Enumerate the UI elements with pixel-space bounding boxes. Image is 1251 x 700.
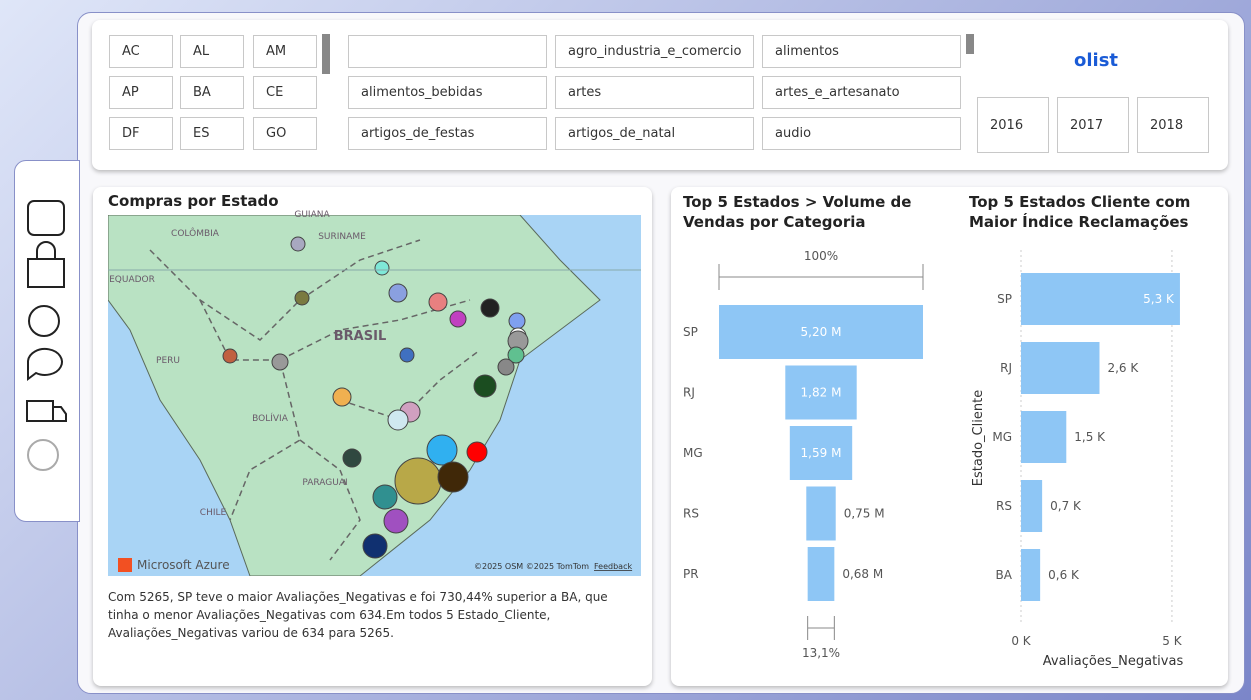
value-label: 5,3 K [1143,292,1175,306]
state-slicer-item[interactable]: AC [109,35,173,68]
funnel-bottom-label: 13,1% [802,646,840,660]
state-slicer-item[interactable]: AP [109,76,173,109]
category-slicer-item[interactable]: alimentos_bebidas [348,76,547,109]
funnel-bar [806,486,836,541]
truck-icon[interactable] [26,400,67,422]
state-slicer-item[interactable]: CE [253,76,317,109]
category-label: SP [683,325,698,339]
x-tick-label: 0 K [1011,634,1031,648]
value-label: 1,82 M [801,386,842,400]
scrollbar [966,34,974,54]
value-label: 1,5 K [1074,430,1106,444]
map-brand: Microsoft Azure [137,558,230,572]
scrollbar [322,34,330,74]
map-label: COLÔMBIA [171,227,220,239]
bar [1021,411,1067,463]
value-label: 0,68 M [842,567,883,581]
map [108,215,641,576]
land [108,215,601,576]
category-slicer-item[interactable]: artes [555,76,754,109]
charts-card [671,187,1228,686]
funnel-bar [719,305,923,359]
value-label: 5,20 M [801,325,842,339]
x-tick-label: 5 K [1162,634,1182,648]
value-label: 2,6 K [1107,361,1139,375]
state-slicer-item[interactable]: AL [180,35,244,68]
map-feedback: Feedback [594,562,632,571]
narrative: Com 5265, SP teve o maior Avaliações_Neg… [108,590,608,640]
map-label: PARAGUAI [302,478,347,488]
bar [1021,273,1180,325]
state-slicer-item[interactable]: DF [109,117,173,150]
map-label: BOLÍVIA [252,412,289,424]
map-label: CHILE [200,508,227,518]
category-label: SP [997,292,1012,306]
y-axis-title: Estado_Cliente [971,390,986,486]
category-label: MG [992,430,1012,444]
bar [1021,480,1043,532]
value-label: 1,59 M [801,446,842,460]
map-title: Compras por Estado [108,192,279,210]
funnel-bar [789,426,853,480]
year-slicer-item[interactable]: 2018 [1137,97,1209,153]
value-label: 0,7 K [1050,499,1082,513]
category-label: BA [996,568,1013,582]
year-slicer-item[interactable]: 2017 [1057,97,1129,153]
category-slicer-item[interactable]: agro_industria_e_comercio [555,35,754,68]
category-label: RJ [1000,361,1012,375]
category-slicer-item[interactable]: alimentos [762,35,961,68]
funnel-bar [785,365,857,420]
store-icon[interactable] [27,200,65,236]
category-slicer-item[interactable]: audio [762,117,961,150]
state-slicer-item[interactable]: ES [180,117,244,150]
bag-icon[interactable] [27,241,65,288]
year-slicer-item[interactable]: 2016 [977,97,1049,153]
azure-logo [118,558,132,572]
category-label: RS [683,507,699,521]
category-slicer-item[interactable] [348,35,547,68]
category-slicer-item[interactable]: artigos_de_festas [348,117,547,150]
state-slicer-item[interactable]: AM [253,35,317,68]
map-label: EQUADOR [109,275,155,285]
value-label: 0,75 M [844,507,885,521]
state-slicer-item[interactable]: BA [180,76,244,109]
funnel-title: Top 5 Estados > Volume de Vendas por Cat… [683,193,912,231]
category-label: MG [683,446,703,460]
nav-icons [26,200,67,471]
category-slicer-item[interactable]: artigos_de_natal [555,117,754,150]
map-credits: ©2025 OSM ©2025 TomTom [474,562,589,571]
map-label: BRASIL [334,329,386,344]
bar [1021,549,1041,601]
funnel-top-label: 100% [804,249,838,263]
nav-panel [14,160,80,522]
map-label: GUIANA [294,210,330,220]
target-icon[interactable] [28,305,60,337]
x-axis-title: Avaliações_Negativas [1043,654,1184,669]
category-slicer-item[interactable]: artes_e_artesanato [762,76,961,109]
globe-icon[interactable] [27,439,59,471]
state-slicer-item[interactable]: GO [253,117,317,150]
funnel-bar [807,547,835,601]
category-label: PR [683,567,699,581]
category-label: RJ [683,386,695,400]
chat-icon[interactable] [27,348,63,381]
logo: olist [1073,50,1119,71]
value-label: 0,6 K [1048,568,1080,582]
bar [1021,342,1100,394]
category-label: RS [996,499,1012,513]
map-label: SURINAME [318,232,366,242]
bar-title: Top 5 Estados Cliente com Maior Índice R… [969,193,1191,231]
map-label: PERU [156,356,180,366]
